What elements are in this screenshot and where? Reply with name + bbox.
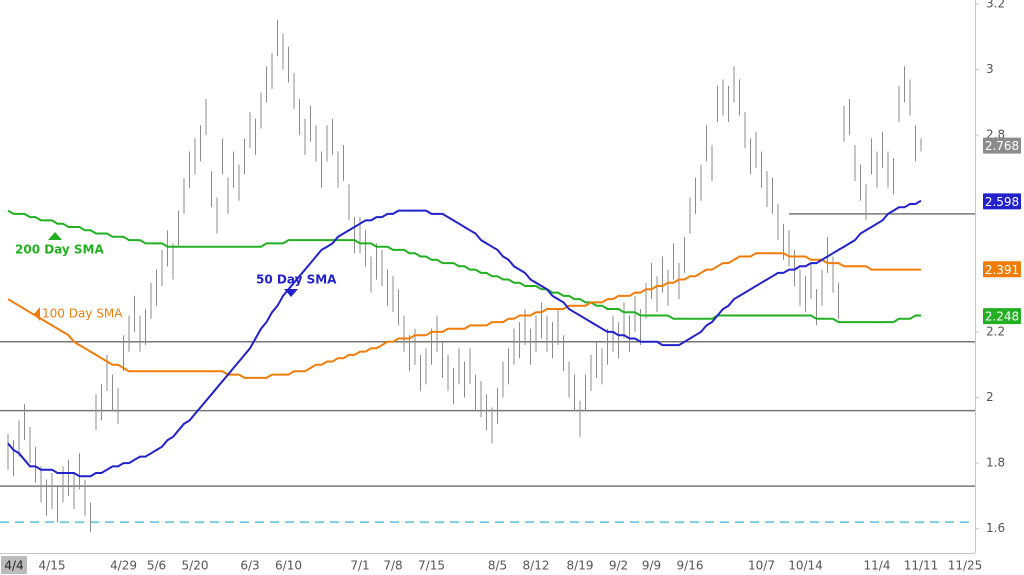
- sma-last-box: [983, 261, 1021, 278]
- x-tick-label: 7/8: [383, 559, 402, 573]
- y-tick-label: 2.2: [986, 324, 1005, 338]
- last-price-box: [983, 137, 1021, 154]
- y-tick-label: 1.6: [986, 521, 1005, 535]
- plot: [0, 20, 975, 533]
- x-tick-label: 8/5: [488, 559, 507, 573]
- last-price-label: 2.768: [985, 139, 1019, 153]
- y-tick-label: 2: [986, 390, 994, 404]
- x-tick-label: 7/1: [350, 559, 369, 573]
- x-tick-label: 11/4: [864, 559, 891, 573]
- x-tick-label: 11/11: [904, 559, 939, 573]
- current-date-box: [1, 556, 27, 574]
- sma-last-label: 2.598: [985, 195, 1019, 209]
- y-tick-label: 3: [986, 62, 994, 76]
- x-tick-label: 4/15: [39, 559, 66, 573]
- x-tick-label: 4/4: [4, 559, 23, 573]
- x-tick-label: 9/9: [642, 559, 661, 573]
- sma-last-label: 2.391: [985, 263, 1019, 277]
- x-tick-label: 4/29: [110, 559, 137, 573]
- sma50-annotation: 50 Day SMA: [256, 273, 337, 287]
- x-tick-label: 5/20: [182, 559, 209, 573]
- x-tick-label: 8/19: [567, 559, 594, 573]
- sma200-annotation: 200 Day SMA: [15, 243, 105, 257]
- x-tick-label: 6/10: [275, 559, 302, 573]
- x-tick-label: 10/7: [748, 559, 775, 573]
- x-tick-label: 6/3: [240, 559, 259, 573]
- y-tick-label: 1.8: [986, 456, 1005, 470]
- sma100-annotation: 100 Day SMA: [42, 307, 123, 321]
- x-tick-label: 9/16: [677, 559, 704, 573]
- sma-last-box: [983, 193, 1021, 210]
- sma-line: [7, 199, 922, 478]
- sma-line: [7, 209, 921, 324]
- x-tick-label: 10/14: [788, 559, 823, 573]
- x-tick-label: 7/15: [418, 559, 445, 573]
- x-tick-label: 5/6: [147, 559, 166, 573]
- sma-last-box: [983, 308, 1021, 325]
- x-tick-label: 11/25: [948, 559, 983, 573]
- sma-line: [7, 252, 921, 379]
- y-tick-label: 3.2: [986, 0, 1005, 10]
- sma100-arrow: [34, 307, 40, 321]
- x-tick-label: 9/2: [609, 559, 628, 573]
- x-tick-label: 8/12: [523, 559, 550, 573]
- sma50-arrow: [284, 289, 298, 297]
- sma-last-label: 2.248: [985, 310, 1019, 324]
- sma200-arrow: [48, 232, 62, 240]
